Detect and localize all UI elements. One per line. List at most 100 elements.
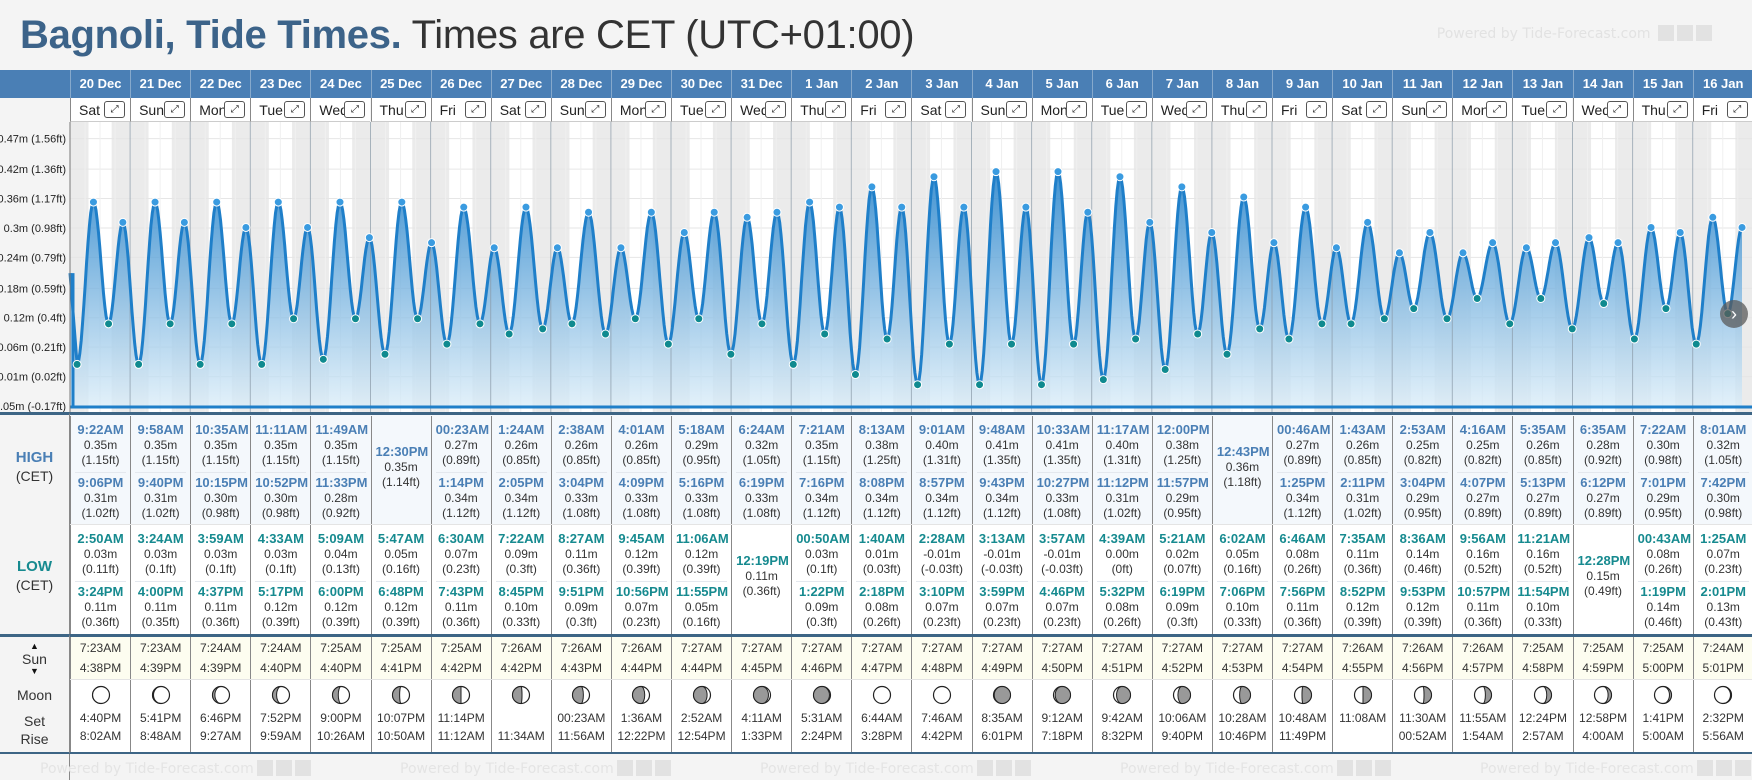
low-tide-entry: 3:24PM 0.11m (0.36ft): [75, 581, 127, 631]
high-tide-point: [1675, 228, 1685, 238]
expand-arrows-icon[interactable]: ⤢: [1606, 101, 1628, 118]
moonset-time: 10:28AM: [1218, 711, 1267, 725]
low-tide-entry: 9:53PM 0.12m (0.39ft): [1397, 581, 1449, 631]
high-tide-cell: 5:35AM 0.26m (0.85ft) 5:13PM 0.27m (0.89ft): [1512, 416, 1572, 524]
moon-phase-icon: [452, 685, 471, 705]
expand-arrows-icon[interactable]: ⤢: [765, 101, 787, 118]
expand-arrows-icon[interactable]: ⤢: [1546, 101, 1568, 118]
high-tide-feet: (1.35ft): [1043, 453, 1082, 467]
date-header: 1 Jan: [791, 70, 851, 98]
expand-arrows-icon[interactable]: ⤢: [1005, 101, 1027, 118]
expand-arrows-icon[interactable]: ⤢: [284, 101, 306, 118]
expand-arrows-icon[interactable]: ⤢: [1486, 101, 1508, 118]
expand-arrows-icon[interactable]: ⤢: [524, 101, 546, 118]
low-tide-cell: 5:47AM 0.05m (0.16ft) 6:48PM 0.12m (0.39ft): [370, 525, 431, 634]
arrow-logo-icon: [1715, 760, 1732, 776]
high-tide-point: [584, 207, 594, 217]
high-tide-point: [1177, 182, 1187, 192]
expand-arrows-icon[interactable]: ⤢: [644, 101, 666, 118]
moon-cell: 9:42AM 8:32PM: [1091, 680, 1152, 752]
high-tide-entry: 11:57PM 0.29m (0.95ft): [1156, 472, 1209, 522]
expand-arrows-icon[interactable]: ⤢: [825, 101, 847, 118]
day-name: Sat: [1341, 102, 1363, 118]
high-tide-meters: 0.27m: [1285, 438, 1320, 452]
date-header: 6 Jan: [1091, 70, 1152, 98]
high-tide-cell: 8:13AM 0.38m (1.25ft) 8:08PM 0.34m (1.12ft): [851, 416, 911, 524]
moonset-time: 5:41PM: [139, 711, 182, 725]
moon-cell: 2:52AM 12:54PM: [671, 680, 731, 752]
low-tide-cell: 7:35AM 0.11m (0.36ft) 8:52PM 0.12m (0.39ft): [1332, 525, 1392, 634]
low-tide-time: 4:33AM: [257, 531, 304, 546]
sunrise-time: 7:27AM: [981, 641, 1023, 655]
low-tide-point: [257, 359, 267, 369]
high-tide-point: [521, 202, 531, 212]
expand-arrows-icon[interactable]: ⤢: [1245, 101, 1267, 118]
low-tide-point: [726, 349, 736, 359]
expand-arrows-icon[interactable]: ⤢: [1426, 101, 1448, 118]
expand-arrows-icon[interactable]: ⤢: [1125, 101, 1147, 118]
expand-arrows-icon[interactable]: ⤢: [344, 101, 366, 118]
low-tide-time: 4:46PM: [1039, 584, 1085, 599]
expand-arrows-icon[interactable]: ⤢: [1366, 101, 1388, 118]
sun-cell: 7:24AM 5:01PM: [1692, 637, 1752, 679]
high-tide-feet: (1.15ft): [141, 453, 180, 467]
moon-shadow: [91, 686, 101, 704]
low-tide-time: 6:48PM: [378, 584, 424, 599]
low-tide-point: [195, 359, 205, 369]
low-tide-time: 2:28AM: [918, 531, 966, 546]
low-tide-time: 6:46AM: [1279, 531, 1326, 546]
expand-arrows-icon[interactable]: ⤢: [705, 101, 727, 118]
high-tide-point: [1551, 238, 1561, 248]
expand-arrows-icon[interactable]: ⤢: [945, 101, 967, 118]
expand-arrows-icon[interactable]: ⤢: [464, 101, 486, 118]
moonrise-time: [1333, 727, 1392, 745]
next-days-button[interactable]: ›: [1720, 300, 1748, 328]
moonrise-time: 1:54AM: [1462, 729, 1504, 743]
expand-arrows-icon[interactable]: ⤢: [164, 101, 186, 118]
high-tide-meters: 0.31m: [1345, 491, 1380, 505]
expand-arrows-icon[interactable]: ⤢: [584, 101, 606, 118]
low-tide-feet: (0.1ft): [806, 562, 838, 576]
expand-arrows-icon[interactable]: ⤢: [1065, 101, 1087, 118]
sun-cell: 7:26AM 4:43PM: [550, 637, 611, 679]
expand-arrows-icon[interactable]: ⤢: [885, 101, 907, 118]
moonrise-time: 9:40PM: [1161, 729, 1204, 743]
sunset-time: 4:51PM: [1101, 661, 1143, 675]
high-tide-entry: 3:04PM 0.29m (0.95ft): [1397, 472, 1449, 522]
low-tide-entry: 00:50AM 0.03m (0.1ft): [796, 531, 849, 581]
low-tide-entry: 7:43PM 0.11m (0.36ft): [435, 581, 487, 631]
low-tide-cell: 7:22AM 0.09m (0.3ft) 8:45PM 0.10m (0.33ft): [490, 525, 551, 634]
low-tide-feet: (0.16ft): [682, 615, 721, 629]
high-tide-feet: (1.02ft): [81, 506, 120, 520]
low-tide-entry: 9:45AM 0.12m (0.39ft): [616, 531, 667, 581]
expand-arrows-icon[interactable]: ⤢: [1726, 101, 1748, 118]
sun-cell: 7:27AM 4:48PM: [911, 637, 971, 679]
expand-arrows-icon[interactable]: ⤢: [224, 101, 246, 118]
high-tide-entry: 5:13PM 0.27m (0.89ft): [1517, 472, 1569, 522]
expand-arrows-icon[interactable]: ⤢: [1666, 101, 1688, 118]
high-tide-point: [897, 202, 907, 212]
high-tide-meters: 0.35m: [384, 460, 418, 474]
expand-arrows-icon[interactable]: ⤢: [1306, 101, 1328, 118]
high-tide-meters: 0.40m: [1105, 438, 1139, 452]
low-tide-entry: 3:59AM 0.03m (0.1ft): [195, 531, 246, 581]
high-tide-point: [1521, 243, 1531, 253]
low-tide-feet: (0.52ft): [1463, 562, 1502, 576]
expand-arrows-icon[interactable]: ⤢: [404, 101, 426, 118]
moon-phase-icon: [812, 685, 831, 705]
moon-label: Moon: [16, 687, 53, 703]
expand-arrows-icon[interactable]: ⤢: [1185, 101, 1207, 118]
date-header: 25 Dec: [370, 70, 431, 98]
low-tide-meters: 0.05m: [684, 600, 719, 614]
low-tide-meters: 0.12m: [264, 600, 298, 614]
sun-cell: 7:26AM 4:57PM: [1452, 637, 1512, 679]
moon-phase-icon: [1473, 685, 1492, 705]
moonrise-label: Rise: [20, 731, 49, 747]
moon-shadow: [1602, 686, 1612, 704]
expand-arrows-icon[interactable]: ⤢: [104, 101, 126, 118]
mountain-logo-icon: [1374, 760, 1391, 776]
y-tick-label: 0.18m (0.59ft): [0, 283, 66, 295]
powered-by-footer: Powered by Tide-Forecast.com: [40, 760, 311, 777]
low-tide-entry: 1:25AM 0.07m (0.23ft): [1698, 531, 1749, 581]
low-tide-feet: (0.36ft): [742, 584, 781, 598]
